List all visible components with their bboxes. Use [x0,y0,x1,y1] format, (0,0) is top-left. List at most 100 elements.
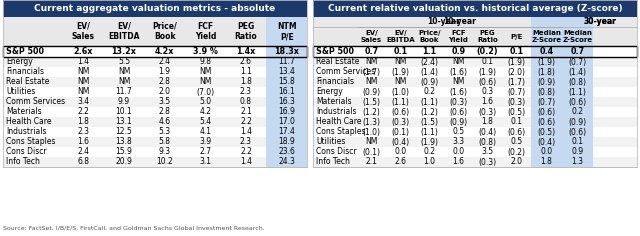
Text: (1.5): (1.5) [362,97,381,106]
Bar [3,17,307,46]
Text: 3.3: 3.3 [452,138,465,147]
Text: 30-year: 30-year [583,17,616,26]
Bar [562,17,637,27]
Text: 1.1: 1.1 [422,47,436,56]
Text: Median
Z-Score: Median Z-Score [531,30,561,43]
Text: S&P 500: S&P 500 [316,47,354,56]
Text: Comm Services: Comm Services [316,67,375,76]
Text: 16.9: 16.9 [278,108,295,117]
Text: Info Tech: Info Tech [6,157,40,167]
Bar [3,157,307,167]
Text: 0.0: 0.0 [394,148,406,156]
Text: (1.6): (1.6) [449,88,467,97]
Text: EV/
EBITDA: EV/ EBITDA [386,30,415,43]
Bar [313,127,637,137]
Text: (0.7): (0.7) [508,88,525,97]
Text: (1.9): (1.9) [420,138,438,147]
Bar [531,147,562,157]
Text: 17.0: 17.0 [278,118,295,126]
Text: (0.4): (0.4) [538,138,556,147]
Text: 2.3: 2.3 [240,88,252,97]
Text: (0.6): (0.6) [479,77,497,87]
Text: NM: NM [77,88,90,97]
Text: (0.6): (0.6) [449,108,468,117]
Text: 17.4: 17.4 [278,127,295,136]
Text: NTM
P/E: NTM P/E [277,22,296,41]
Text: 0.1: 0.1 [511,118,522,126]
Bar [313,137,637,147]
Text: 15.9: 15.9 [116,148,132,156]
Text: Materials: Materials [316,97,351,106]
Text: (0.6): (0.6) [392,108,410,117]
Text: (0.7): (0.7) [538,97,556,106]
Text: Real Estate: Real Estate [316,58,360,67]
Bar [266,97,307,107]
Text: NM: NM [199,67,212,76]
Text: 2.0: 2.0 [511,157,522,167]
Text: 0.0: 0.0 [452,148,465,156]
Text: (1.1): (1.1) [568,88,586,97]
Text: (1.2): (1.2) [363,108,380,117]
Bar [313,77,637,87]
Text: (0.3): (0.3) [508,97,525,106]
Text: (0.6): (0.6) [538,108,556,117]
Text: Comm Services: Comm Services [6,97,65,106]
Bar [266,77,307,87]
Bar [266,117,307,127]
Text: (0.3): (0.3) [392,118,410,126]
Bar [562,127,593,137]
Text: NM: NM [365,58,378,67]
Text: 0.9: 0.9 [572,148,584,156]
Bar [562,77,593,87]
Bar [266,127,307,137]
Text: (0.3): (0.3) [449,97,468,106]
Text: 0.8: 0.8 [240,97,252,106]
Text: (0.3): (0.3) [479,108,497,117]
Text: 1.6: 1.6 [452,157,465,167]
Text: (1.9): (1.9) [538,58,556,67]
Bar [266,87,307,97]
Text: 0.1: 0.1 [509,47,524,56]
Text: Cons Discr: Cons Discr [316,148,356,156]
Text: 4.2x: 4.2x [155,47,174,56]
Text: (0.8): (0.8) [479,138,497,147]
Text: (2.4): (2.4) [420,58,438,67]
Text: 0.5: 0.5 [452,127,465,136]
Text: 2.0: 2.0 [159,88,171,97]
Bar [313,46,637,57]
Text: (0.1): (0.1) [362,148,381,156]
Bar [3,87,307,97]
Text: 5.0: 5.0 [199,97,211,106]
Text: 2.6x: 2.6x [74,47,93,56]
Text: (1.9): (1.9) [392,67,410,76]
Text: 13.8: 13.8 [116,138,132,147]
Text: Price/
Book: Price/ Book [152,22,177,41]
Text: Health Care: Health Care [6,118,51,126]
Text: Energy: Energy [6,58,33,67]
Text: Energy: Energy [316,88,343,97]
Text: 11.7: 11.7 [278,58,295,67]
Text: NM: NM [77,67,90,76]
Text: 1.3: 1.3 [572,157,584,167]
Bar [266,57,307,67]
Text: (0.5): (0.5) [538,127,556,136]
Text: 0.5: 0.5 [511,138,523,147]
Text: (7.0): (7.0) [196,88,214,97]
Bar [266,107,307,117]
Text: NM: NM [365,138,378,147]
Text: (1.5): (1.5) [420,118,438,126]
Bar [531,77,562,87]
Text: (1.4): (1.4) [420,67,438,76]
Text: 1.1: 1.1 [240,67,252,76]
Text: NM: NM [452,58,465,67]
Text: 16.1: 16.1 [278,88,295,97]
Bar [266,17,307,46]
Bar [562,107,593,117]
Text: 1.9: 1.9 [159,67,171,76]
Bar [3,117,307,127]
Text: 3.9: 3.9 [199,138,211,147]
Text: 5.5: 5.5 [118,58,130,67]
Text: 13.1: 13.1 [116,118,132,126]
Bar [562,97,593,107]
Text: 6.8: 6.8 [77,157,90,167]
